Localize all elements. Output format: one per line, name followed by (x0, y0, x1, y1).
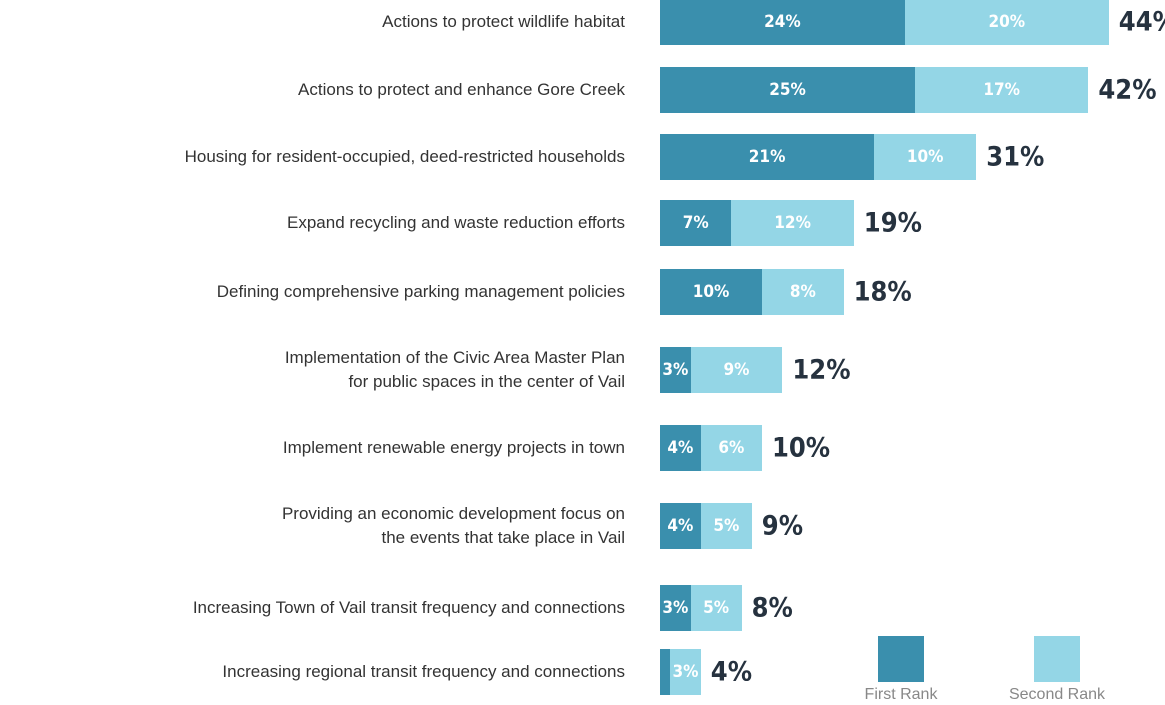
value-label: 5% (703, 598, 730, 618)
legend-label: Second Rank (1008, 686, 1106, 703)
category-label: Actions to protect wildlife habitat (382, 12, 625, 31)
value-label: 3% (662, 598, 689, 618)
bar-segment: 6% (700, 425, 762, 471)
bar-segment: 5% (690, 585, 742, 631)
legend-label: First Rank (864, 686, 938, 703)
bar-segment: 10% (874, 134, 977, 180)
value-label: 9% (723, 360, 750, 380)
total-label: 18% (853, 276, 912, 308)
value-label: 10% (692, 282, 730, 302)
bar-segment: 7% (660, 200, 732, 246)
category-label: Increasing Town of Vail transit frequenc… (192, 598, 625, 617)
value-label: 10% (906, 147, 944, 167)
bar-segment: 17% (915, 67, 1089, 113)
bar-segment: 12% (731, 200, 854, 246)
total-label: 42% (1098, 74, 1157, 106)
bar-segment: 24% (660, 0, 905, 45)
total-label: 12% (792, 354, 851, 386)
category-label: Increasing regional transit frequency an… (222, 662, 625, 681)
category-label: Defining comprehensive parking managemen… (216, 282, 625, 301)
total-label: 19% (863, 207, 922, 239)
legend-swatch (878, 636, 924, 682)
bar-segment: 25% (660, 67, 915, 113)
bar-segment: 3% (660, 585, 691, 631)
category-label: Housing for resident-occupied, deed-rest… (184, 147, 625, 166)
value-label: 20% (988, 12, 1026, 32)
bar-segment: 20% (904, 0, 1109, 45)
category-label: Expand recycling and waste reduction eff… (287, 213, 625, 232)
total-label: 9% (761, 510, 804, 542)
category-label: Providing an economic development focus … (281, 504, 625, 547)
bar-segment: 8% (762, 269, 844, 315)
category-label: Actions to protect and enhance Gore Cree… (298, 80, 625, 99)
bar-segment (660, 649, 671, 695)
value-label: 24% (764, 12, 801, 32)
bar-segment: 10% (660, 269, 762, 315)
value-label: 4% (667, 516, 694, 536)
value-label: 25% (769, 80, 806, 100)
total-label: 4% (710, 656, 753, 688)
bar-segment: 3% (670, 649, 701, 695)
total-label: 8% (751, 592, 793, 624)
value-label: 6% (718, 438, 745, 458)
bar-segment: 4% (660, 503, 701, 549)
value-label: 17% (983, 80, 1020, 100)
value-label: 21% (748, 147, 786, 167)
bar-segment: 4% (660, 425, 701, 471)
value-label: 7% (682, 213, 709, 233)
total-label: 10% (772, 432, 831, 464)
total-label: 44% (1118, 6, 1165, 38)
bar-segment: 5% (700, 503, 752, 549)
value-label: 4% (667, 438, 694, 458)
value-label: 5% (713, 516, 740, 536)
bar-segment: 3% (660, 347, 691, 393)
bar-segment: 9% (690, 347, 783, 393)
total-label: 31% (986, 141, 1045, 173)
value-label: 3% (662, 360, 689, 380)
bar-segment: 21% (660, 134, 875, 180)
category-label: Implement renewable energy projects in t… (282, 438, 625, 457)
value-label: 3% (672, 662, 699, 682)
value-label: 12% (774, 213, 811, 233)
category-label: Implementation of the Civic Area Master … (284, 348, 625, 391)
legend-swatch (1034, 636, 1080, 682)
value-label: 8% (789, 282, 816, 302)
